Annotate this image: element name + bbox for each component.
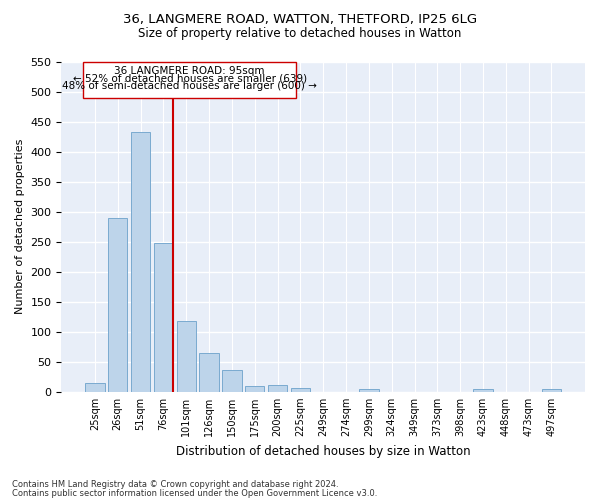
Bar [108,218,127,392]
Text: Contains public sector information licensed under the Open Government Licence v3: Contains public sector information licen… [12,488,377,498]
FancyBboxPatch shape [83,62,296,98]
Text: 36 LANGMERE ROAD: 95sqm: 36 LANGMERE ROAD: 95sqm [115,66,265,76]
Bar [245,386,265,392]
Bar [154,243,173,392]
Text: 48% of semi-detached houses are larger (600) →: 48% of semi-detached houses are larger (… [62,80,317,90]
Text: Size of property relative to detached houses in Watton: Size of property relative to detached ho… [139,28,461,40]
Bar [290,388,310,392]
X-axis label: Distribution of detached houses by size in Watton: Distribution of detached houses by size … [176,444,470,458]
Y-axis label: Number of detached properties: Number of detached properties [15,139,25,314]
Text: ← 52% of detached houses are smaller (639): ← 52% of detached houses are smaller (63… [73,74,307,84]
Bar [542,389,561,392]
Text: Contains HM Land Registry data © Crown copyright and database right 2024.: Contains HM Land Registry data © Crown c… [12,480,338,489]
Bar [176,321,196,392]
Bar [199,353,219,392]
Bar [359,389,379,392]
Bar [131,132,150,392]
Bar [473,389,493,392]
Text: 36, LANGMERE ROAD, WATTON, THETFORD, IP25 6LG: 36, LANGMERE ROAD, WATTON, THETFORD, IP2… [123,12,477,26]
Bar [222,370,242,392]
Bar [85,383,104,392]
Bar [268,385,287,392]
